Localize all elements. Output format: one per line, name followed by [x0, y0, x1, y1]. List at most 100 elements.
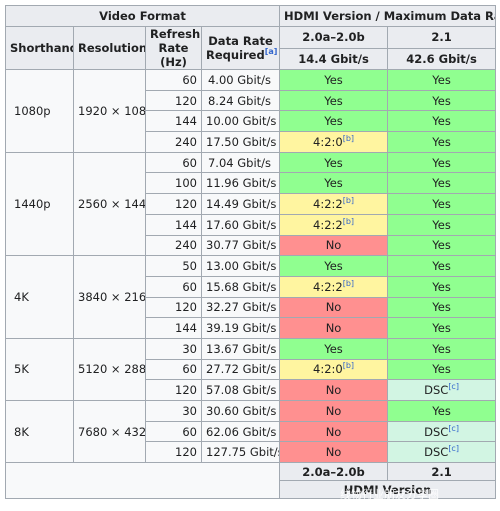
- hdmi-2-1-support-cell: Yes: [387, 234, 497, 257]
- data-rate-cell: 13.00 Gbit/s: [200, 255, 281, 277]
- support-label: Yes: [432, 362, 451, 377]
- resolution-cell: 1920 × 1080: [73, 69, 146, 153]
- support-label: Yes: [432, 93, 451, 108]
- footnote-link[interactable]: [b]: [342, 278, 355, 288]
- support-label: 4:2:0: [313, 134, 343, 149]
- hdmi-2-1-support-cell: Yes: [387, 317, 497, 339]
- support-label: Yes: [324, 176, 343, 191]
- table-row: 120 32.27 Gbit/s No Yes: [6, 296, 497, 319]
- hdmi-2-0-support-cell: Yes: [279, 69, 389, 91]
- support-label: No: [325, 383, 342, 398]
- data-rate-cell: 17.50 Gbit/s: [200, 131, 281, 153]
- hdmi-support-table: Video Format HDMI Version / Maximum Data…: [4, 5, 497, 500]
- hdmi-2-1-support-cell: Yes: [387, 358, 497, 381]
- support-label: 4:2:0: [313, 362, 343, 377]
- video-format-header: Video Format: [4, 5, 281, 27]
- resolution-cell: 3840 × 2160: [73, 255, 146, 339]
- refresh-rate-cell: 120: [145, 379, 202, 401]
- hdmi-2-1-support-cell: Yes: [387, 213, 497, 236]
- resolution-cell: 7680 × 4320: [73, 399, 146, 464]
- hdmi-2-1-support-cell: DSC[c]: [387, 441, 497, 464]
- hdmi-2-0-support-cell: 4:2:2[b]: [279, 213, 389, 236]
- hdmi-2-0-support-cell: 4:2:2[b]: [279, 193, 389, 215]
- hdmi-2-0-support-cell: 4:2:0[b]: [279, 131, 389, 153]
- refresh-rate-cell: 30: [145, 400, 202, 422]
- hdmi-2-0-support-cell: Yes: [279, 337, 389, 360]
- support-label: Yes: [324, 259, 343, 274]
- hdmi-2-1-support-cell: Yes: [387, 296, 497, 319]
- support-label: Yes: [432, 321, 451, 336]
- refresh-rate-cell: 120: [145, 193, 202, 215]
- footer-hdmi-version: HDMI Version: [279, 480, 497, 500]
- data-rate-cell: 15.68 Gbit/s: [200, 275, 281, 298]
- support-label: Yes: [432, 196, 451, 211]
- support-label: Yes: [432, 114, 451, 129]
- table-row: 120 57.08 Gbit/s No DSC[c]: [6, 379, 497, 401]
- footer-version-b: 2.1: [387, 462, 497, 482]
- support-label: 4:2:2: [313, 279, 343, 294]
- table-row: 100 11.96 Gbit/s Yes Yes: [6, 172, 497, 195]
- data-rate-cell: 7.04 Gbit/s: [200, 151, 281, 174]
- support-label: No: [325, 238, 342, 253]
- refresh-rate-cell: 60: [145, 69, 202, 91]
- support-label: No: [325, 445, 342, 460]
- hdmi-2-1-support-cell: Yes: [387, 400, 497, 422]
- shorthand-cell: 8K: [5, 399, 74, 464]
- data-rate-cell: 30.60 Gbit/s: [200, 400, 281, 422]
- data-rate-cell: 11.96 Gbit/s: [200, 172, 281, 195]
- support-label: Yes: [324, 155, 343, 170]
- shorthand-header: Shorthand: [5, 26, 74, 70]
- table-row: 240 30.77 Gbit/s No Yes: [6, 234, 497, 257]
- refresh-rate-header: Refresh Rate (Hz): [145, 26, 202, 70]
- footnote-link[interactable]: [b]: [342, 216, 355, 226]
- data-rate-footnote-link[interactable]: [a]: [264, 47, 278, 56]
- footnote-link[interactable]: [b]: [342, 195, 355, 205]
- hdmi-2-1-support-cell: Yes: [387, 337, 497, 360]
- hdmi-2-1-support-cell: DSC[c]: [387, 379, 497, 401]
- support-label: Yes: [324, 341, 343, 356]
- hdmi-2-1-support-cell: Yes: [387, 151, 497, 174]
- watermark-text: 线物行业朋友分享圈: [340, 488, 439, 501]
- data-rate-cell: 8.24 Gbit/s: [200, 89, 281, 112]
- support-label: DSC: [424, 383, 449, 398]
- footnote-link[interactable]: [b]: [342, 133, 355, 143]
- footnote-link[interactable]: [c]: [448, 423, 459, 433]
- refresh-rate-cell: 60: [145, 358, 202, 381]
- data-rate-header-label: Data Rate Required: [206, 34, 273, 62]
- data-rate-cell: 13.67 Gbit/s: [200, 337, 281, 360]
- hdmi-2-0-support-cell: Yes: [279, 151, 389, 174]
- footnote-link[interactable]: [c]: [448, 444, 459, 454]
- footnote-link[interactable]: [b]: [342, 361, 355, 371]
- support-label: DSC: [424, 445, 449, 460]
- refresh-rate-cell: 120: [145, 89, 202, 112]
- support-label: Yes: [432, 72, 451, 87]
- support-label: Yes: [324, 72, 343, 87]
- footnote-link[interactable]: [c]: [448, 382, 459, 392]
- refresh-rate-cell: 120: [145, 296, 202, 319]
- support-label: Yes: [324, 114, 343, 129]
- hdmi-2-0-support-cell: No: [279, 441, 389, 464]
- hdmi-2-0-support-cell: Yes: [279, 255, 389, 277]
- table-row: 144 39.19 Gbit/s No Yes: [6, 317, 497, 339]
- support-label: Yes: [432, 176, 451, 191]
- hdmi-2-1-support-cell: Yes: [387, 89, 497, 112]
- refresh-rate-cell: 240: [145, 131, 202, 153]
- hdmi-2-0-support-cell: 4:2:0[b]: [279, 358, 389, 381]
- refresh-rate-cell: 60: [145, 151, 202, 174]
- hdmi-2-0-support-cell: No: [279, 420, 389, 443]
- data-rate-cell: 4.00 Gbit/s: [200, 69, 281, 91]
- hdmi-2-0-support-cell: No: [279, 317, 389, 339]
- data-rate-cell: 39.19 Gbit/s: [200, 317, 281, 339]
- hdmi-2-0-support-cell: Yes: [279, 89, 389, 112]
- support-label: Yes: [432, 134, 451, 149]
- support-label: Yes: [432, 279, 451, 294]
- refresh-rate-cell: 60: [145, 275, 202, 298]
- hdmi-2-0-support-cell: Yes: [279, 172, 389, 195]
- hdmi-2-1-support-cell: Yes: [387, 275, 497, 298]
- support-label: No: [325, 403, 342, 418]
- hdmi-2-0-support-cell: No: [279, 400, 389, 422]
